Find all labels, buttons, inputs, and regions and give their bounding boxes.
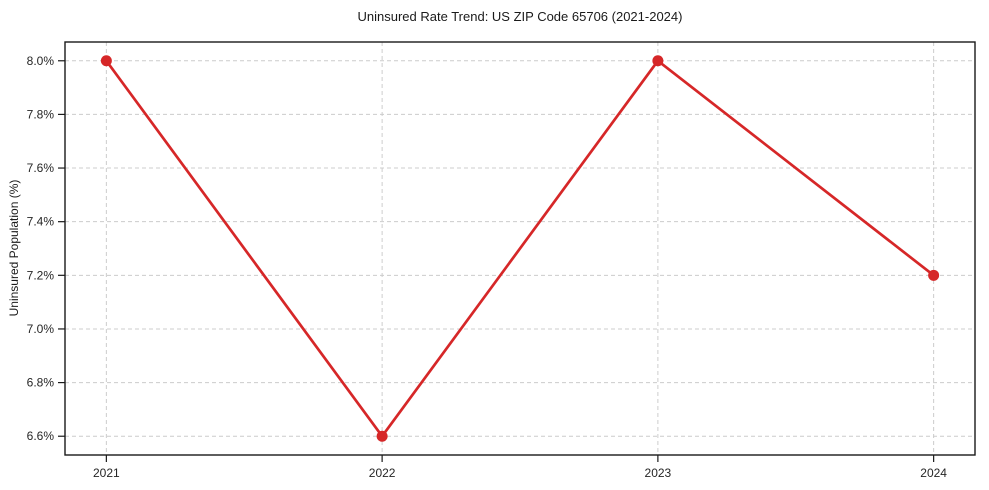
- data-point-marker: [376, 430, 388, 442]
- y-tick-label: 7.2%: [27, 268, 55, 282]
- x-tick-label: 2023: [645, 466, 672, 480]
- y-tick-label: 7.6%: [27, 161, 55, 175]
- x-tick-label: 2021: [93, 466, 120, 480]
- y-tick-label: 7.0%: [27, 322, 55, 336]
- data-point-marker: [652, 55, 664, 67]
- y-tick-label: 6.6%: [27, 429, 55, 443]
- chart-title: Uninsured Rate Trend: US ZIP Code 65706 …: [357, 9, 683, 24]
- data-point-marker: [100, 55, 112, 67]
- trend-line: [105, 59, 935, 438]
- plot-border: [64, 41, 976, 456]
- y-tick-label: 6.8%: [27, 376, 55, 390]
- x-tick-label: 2022: [369, 466, 396, 480]
- y-tick-label: 8.0%: [27, 54, 55, 68]
- y-tick-label: 7.8%: [27, 107, 55, 121]
- x-tick-label: 2024: [920, 466, 947, 480]
- y-tick-label: 7.4%: [27, 215, 55, 229]
- data-point-marker: [928, 269, 940, 281]
